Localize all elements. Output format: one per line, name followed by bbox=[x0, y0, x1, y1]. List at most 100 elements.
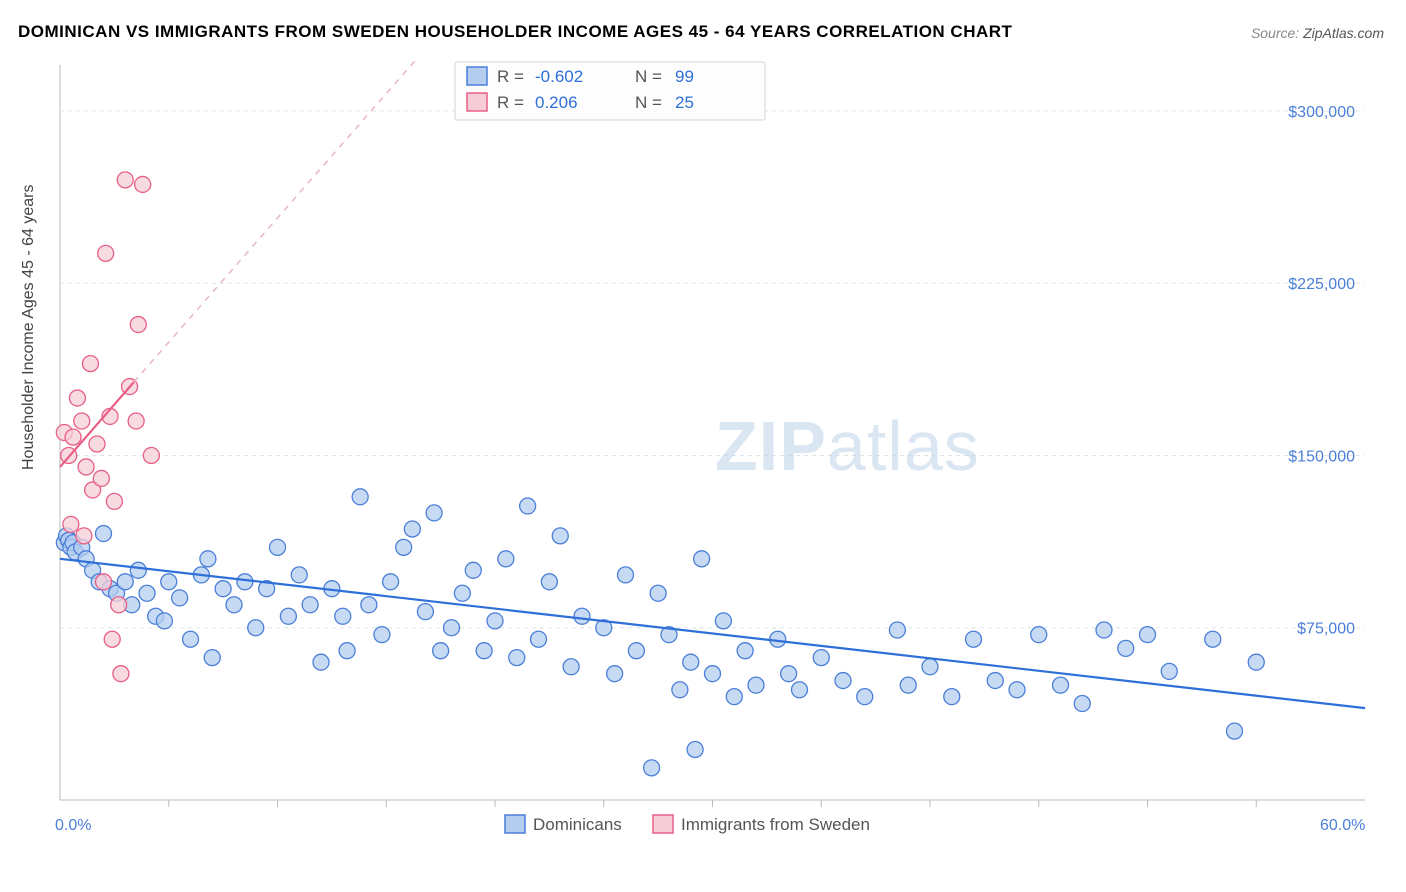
data-point bbox=[748, 677, 764, 693]
data-point bbox=[237, 574, 253, 590]
data-point bbox=[1031, 627, 1047, 643]
data-point bbox=[143, 447, 159, 463]
data-point bbox=[726, 689, 742, 705]
legend-R-value: 0.206 bbox=[535, 93, 578, 112]
legend-R-label: R = bbox=[497, 93, 524, 112]
data-point bbox=[339, 643, 355, 659]
data-point bbox=[922, 659, 938, 675]
y-tick-label: $300,000 bbox=[1288, 104, 1355, 121]
legend-N-label: N = bbox=[635, 93, 662, 112]
legend-R-label: R = bbox=[497, 67, 524, 86]
data-point bbox=[628, 643, 644, 659]
data-point bbox=[454, 585, 470, 601]
y-tick-label: $75,000 bbox=[1297, 621, 1355, 638]
data-point bbox=[65, 429, 81, 445]
data-point bbox=[618, 567, 634, 583]
data-point bbox=[204, 650, 220, 666]
data-point bbox=[607, 666, 623, 682]
data-point bbox=[130, 562, 146, 578]
data-point bbox=[650, 585, 666, 601]
legend-swatch bbox=[467, 93, 487, 111]
data-point bbox=[672, 682, 688, 698]
data-point bbox=[1161, 663, 1177, 679]
data-point bbox=[498, 551, 514, 567]
data-point bbox=[128, 413, 144, 429]
data-point bbox=[531, 631, 547, 647]
scatter-chart-svg: $75,000$150,000$225,000$300,0000.0%60.0%… bbox=[55, 60, 1385, 860]
chart-title: DOMINICAN VS IMMIGRANTS FROM SWEDEN HOUS… bbox=[18, 22, 1012, 42]
trend-extension bbox=[134, 60, 452, 382]
data-point bbox=[563, 659, 579, 675]
data-point bbox=[63, 516, 79, 532]
legend-stats-box: R =-0.602N =99R =0.206N =25 bbox=[455, 62, 765, 120]
data-point bbox=[1009, 682, 1025, 698]
source-label: Source: bbox=[1251, 25, 1303, 41]
data-point bbox=[215, 581, 231, 597]
data-point bbox=[465, 562, 481, 578]
data-point bbox=[552, 528, 568, 544]
data-point bbox=[683, 654, 699, 670]
data-point bbox=[161, 574, 177, 590]
data-point bbox=[541, 574, 557, 590]
legend-swatch bbox=[467, 67, 487, 85]
x-tick-start: 0.0% bbox=[55, 817, 91, 834]
data-point bbox=[781, 666, 797, 682]
data-point bbox=[335, 608, 351, 624]
data-point bbox=[93, 470, 109, 486]
data-point bbox=[715, 613, 731, 629]
data-point bbox=[383, 574, 399, 590]
data-point bbox=[1140, 627, 1156, 643]
data-point bbox=[987, 673, 1003, 689]
data-point bbox=[352, 489, 368, 505]
data-point bbox=[1096, 622, 1112, 638]
bottom-legend-swatch bbox=[653, 815, 673, 833]
data-point bbox=[302, 597, 318, 613]
data-point bbox=[476, 643, 492, 659]
data-point bbox=[487, 613, 503, 629]
data-point bbox=[944, 689, 960, 705]
data-point bbox=[270, 539, 286, 555]
data-point bbox=[694, 551, 710, 567]
data-point bbox=[417, 604, 433, 620]
bottom-legend-label: Immigrants from Sweden bbox=[681, 815, 870, 834]
data-point bbox=[111, 597, 127, 613]
data-point bbox=[509, 650, 525, 666]
data-point bbox=[313, 654, 329, 670]
data-point bbox=[792, 682, 808, 698]
data-point bbox=[96, 526, 112, 542]
data-point bbox=[183, 631, 199, 647]
data-point bbox=[687, 741, 703, 757]
bottom-legend-swatch bbox=[505, 815, 525, 833]
data-point bbox=[966, 631, 982, 647]
data-point bbox=[69, 390, 85, 406]
data-point bbox=[98, 245, 114, 261]
series-immigrants-from-sweden bbox=[56, 172, 159, 682]
data-point bbox=[74, 413, 90, 429]
x-tick-end: 60.0% bbox=[1320, 817, 1365, 834]
y-tick-label: $225,000 bbox=[1288, 276, 1355, 293]
data-point bbox=[135, 176, 151, 192]
data-point bbox=[78, 459, 94, 475]
data-point bbox=[813, 650, 829, 666]
data-point bbox=[1118, 640, 1134, 656]
data-point bbox=[89, 436, 105, 452]
data-point bbox=[433, 643, 449, 659]
data-point bbox=[1248, 654, 1264, 670]
data-point bbox=[1227, 723, 1243, 739]
data-point bbox=[520, 498, 536, 514]
data-point bbox=[835, 673, 851, 689]
data-point bbox=[291, 567, 307, 583]
bottom-legend-label: Dominicans bbox=[533, 815, 622, 834]
data-point bbox=[737, 643, 753, 659]
data-point bbox=[1053, 677, 1069, 693]
data-point bbox=[226, 597, 242, 613]
legend-R-value: -0.602 bbox=[535, 67, 583, 86]
data-point bbox=[444, 620, 460, 636]
chart-plot-area: $75,000$150,000$225,000$300,0000.0%60.0%… bbox=[55, 60, 1385, 830]
data-point bbox=[280, 608, 296, 624]
data-point bbox=[130, 317, 146, 333]
data-point bbox=[106, 493, 122, 509]
data-point bbox=[644, 760, 660, 776]
data-point bbox=[404, 521, 420, 537]
data-point bbox=[705, 666, 721, 682]
